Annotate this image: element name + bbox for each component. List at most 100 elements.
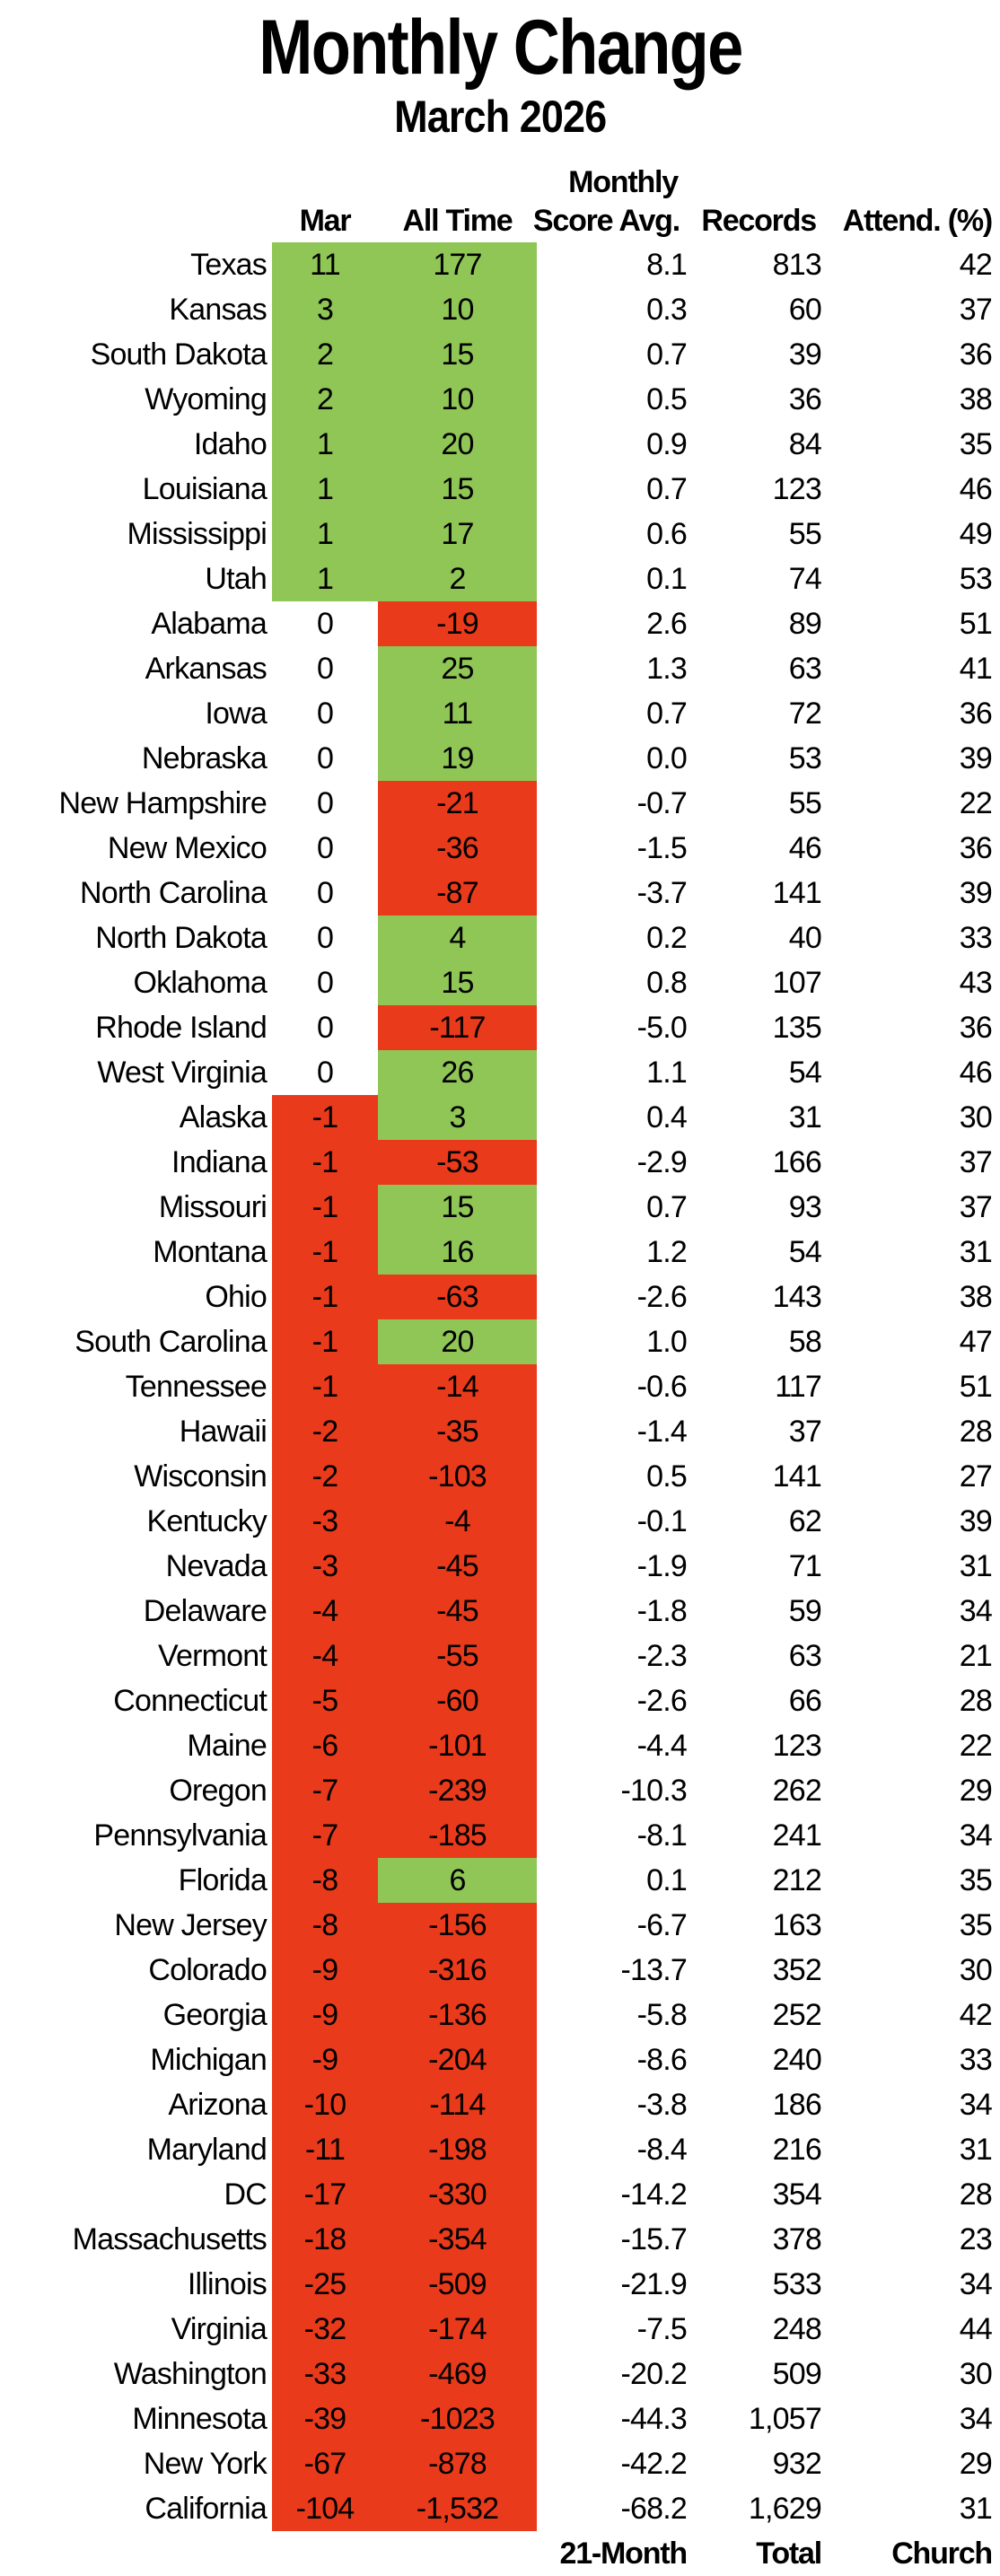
- table-row: Kentucky -3 -4 -0.1 62 39: [0, 1499, 1000, 1544]
- attend-pct-cell: 51: [959, 606, 993, 641]
- score-avg-cell: -0.7: [636, 785, 688, 820]
- records-cell: 63: [788, 651, 822, 686]
- records-cell: 31: [788, 1100, 822, 1135]
- table-row: Mississippi 1 17 0.6 55 49: [0, 512, 1000, 556]
- mar-change-cell: -1: [272, 1275, 378, 1319]
- records-cell: 60: [788, 292, 822, 327]
- all-time-change-cell: 20: [378, 1319, 537, 1364]
- attend-pct-cell: 30: [959, 2356, 993, 2391]
- table-row: Hawaii -2 -35 -1.4 37 28: [0, 1409, 1000, 1454]
- records-cell: 55: [788, 785, 822, 820]
- mar-change-cell: -1: [272, 1140, 378, 1185]
- attend-pct-cell: 31: [959, 2132, 993, 2167]
- state-label: Pennsylvania: [93, 1818, 267, 1853]
- score-avg-cell: -1.8: [636, 1593, 688, 1628]
- all-time-change-cell: 19: [378, 736, 537, 781]
- all-time-change-cell: 17: [378, 512, 537, 556]
- all-time-change-cell: -204: [378, 2037, 537, 2082]
- table-row: Alabama 0 -19 2.6 89 51: [0, 601, 1000, 646]
- state-label: Michigan: [150, 2042, 267, 2077]
- score-avg-cell: 1.3: [646, 651, 688, 686]
- mar-change-cell: 2: [272, 332, 378, 377]
- attend-pct-cell: 31: [959, 2491, 993, 2526]
- records-cell: 135: [772, 1010, 822, 1045]
- state-label: New Hampshire: [58, 785, 268, 820]
- mar-change-cell: -7: [272, 1768, 378, 1813]
- all-time-change-cell: -103: [378, 1454, 537, 1499]
- records-cell: 141: [772, 875, 822, 910]
- attend-pct-cell: 28: [959, 1414, 993, 1449]
- mar-change-cell: 0: [316, 651, 334, 686]
- all-time-change-cell: -878: [378, 2441, 537, 2486]
- all-time-change-cell: -316: [378, 1948, 537, 1993]
- all-time-change-cell: 16: [378, 1230, 537, 1275]
- state-label: Alaska: [179, 1100, 268, 1135]
- table-row: Delaware -4 -45 -1.8 59 34: [0, 1589, 1000, 1634]
- records-cell: 212: [772, 1862, 822, 1897]
- state-label: Delaware: [143, 1593, 268, 1628]
- all-time-change-cell: -354: [378, 2217, 537, 2262]
- attend-pct-cell: 38: [959, 1279, 993, 1314]
- score-avg-cell: -68.2: [620, 2491, 688, 2526]
- attend-pct-cell: 35: [959, 1862, 993, 1897]
- records-cell: 186: [772, 2087, 822, 2122]
- all-time-change-cell: -53: [378, 1140, 537, 1185]
- all-time-change-cell: -1023: [378, 2396, 537, 2441]
- score-avg-cell: -2.3: [636, 1638, 688, 1673]
- records-cell: 533: [772, 2266, 822, 2301]
- state-label: North Dakota: [95, 920, 268, 955]
- records-cell: 163: [772, 1907, 822, 1942]
- attend-pct-cell: 28: [959, 1683, 993, 1718]
- records-cell: 932: [772, 2446, 822, 2481]
- state-label: Alabama: [151, 606, 267, 641]
- mar-change-cell: 0: [316, 965, 334, 1000]
- state-label: Nevada: [165, 1548, 268, 1583]
- records-cell: 71: [788, 1548, 822, 1583]
- all-time-change-cell: -101: [378, 1723, 537, 1768]
- state-label: Montana: [153, 1234, 268, 1269]
- records-cell: 216: [772, 2132, 822, 2167]
- page-subtitle: March 2026: [393, 92, 607, 142]
- mar-change-cell: -67: [272, 2441, 378, 2486]
- mar-change-cell: -4: [272, 1589, 378, 1634]
- state-label: New York: [143, 2446, 268, 2481]
- records-cell: 117: [775, 1369, 822, 1404]
- records-cell: 37: [788, 1414, 822, 1449]
- attend-pct-cell: 37: [959, 292, 993, 327]
- spacer: [687, 165, 821, 199]
- mar-change-cell: 0: [316, 1055, 334, 1090]
- table-row: Idaho 1 20 0.9 84 35: [0, 422, 1000, 467]
- score-avg-cell: 0.0: [646, 740, 688, 775]
- all-time-change-cell: -14: [378, 1364, 537, 1409]
- attend-pct-cell: 35: [959, 1907, 993, 1942]
- mar-change-cell: 1: [272, 467, 378, 512]
- attend-pct-cell: 44: [959, 2311, 993, 2346]
- all-time-change-cell: -198: [378, 2127, 537, 2172]
- state-label: Arizona: [168, 2087, 267, 2122]
- score-avg-cell: 0.2: [646, 920, 688, 955]
- all-time-change-cell: 6: [378, 1858, 537, 1903]
- column-header-score-avg: Score Avg.: [532, 203, 680, 238]
- mar-change-cell: 0: [316, 606, 334, 641]
- all-time-change-cell: 177: [378, 242, 537, 287]
- table-row: Arkansas 0 25 1.3 63 41: [0, 646, 1000, 691]
- table-row: Arizona -10 -114 -3.8 186 34: [0, 2082, 1000, 2127]
- table-row: Pennsylvania -7 -185 -8.1 241 34: [0, 1813, 1000, 1858]
- all-time-change-cell: 10: [378, 287, 537, 332]
- score-avg-cell: -0.6: [636, 1369, 688, 1404]
- spacer: [378, 165, 537, 199]
- attend-pct-cell: 43: [959, 965, 993, 1000]
- records-cell: 509: [772, 2356, 822, 2391]
- score-avg-cell: -8.1: [636, 1818, 688, 1853]
- state-label: Idaho: [193, 426, 268, 461]
- state-label: Louisiana: [142, 471, 268, 506]
- attend-pct-cell: 23: [959, 2221, 993, 2256]
- table-row: Louisiana 1 15 0.7 123 46: [0, 467, 1000, 512]
- table-row: California -104 -1,532 -68.2 1,629 31: [0, 2486, 1000, 2531]
- score-avg-cell: 2.6: [646, 606, 688, 641]
- score-avg-cell: 0.7: [646, 1189, 688, 1224]
- state-label: Ohio: [205, 1279, 267, 1314]
- table-row: Florida -8 6 0.1 212 35: [0, 1858, 1000, 1903]
- mar-change-cell: -1: [272, 1185, 378, 1230]
